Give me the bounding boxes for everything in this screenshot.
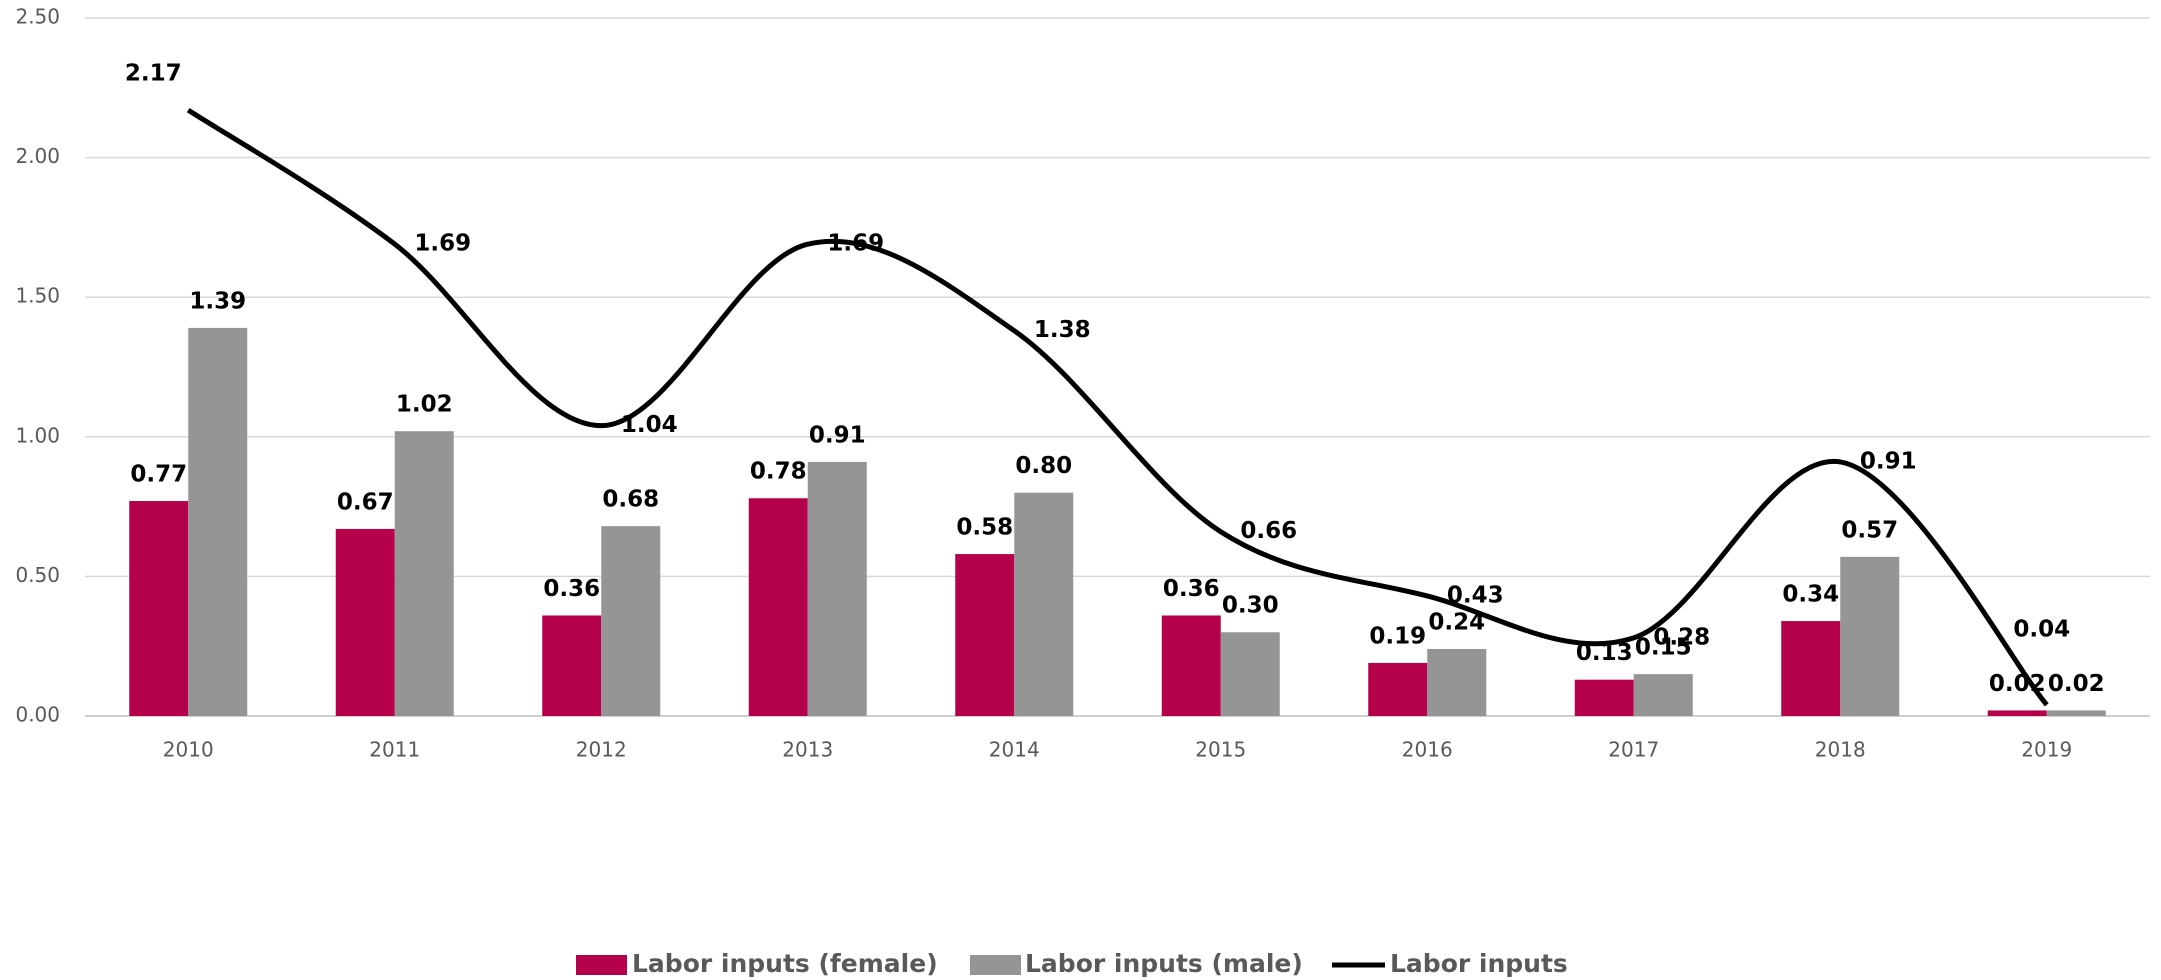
y-tick-label: 2.00 (15, 144, 60, 168)
bar (1781, 621, 1841, 716)
bar (542, 615, 602, 716)
bar (1574, 679, 1634, 716)
bar (394, 431, 454, 716)
data-label: 0.28 (1653, 624, 1710, 650)
data-label: 0.02 (2048, 671, 2105, 697)
data-label: 0.57 (1841, 517, 1898, 543)
bar (955, 554, 1015, 716)
x-tick-label: 2017 (1608, 738, 1659, 762)
bar (335, 528, 395, 716)
bar (807, 461, 867, 716)
x-tick-label: 2011 (369, 738, 420, 762)
bar (1014, 492, 1074, 716)
data-label: 1.39 (189, 288, 246, 314)
line (186, 108, 2049, 707)
data-label: 0.68 (602, 487, 659, 513)
legend-label: Labor inputs (female) (632, 949, 938, 978)
y-tick-label: 2.50 (15, 5, 60, 29)
x-tick-label: 2013 (782, 738, 833, 762)
data-label: 1.69 (827, 231, 884, 257)
data-label: 0.36 (1163, 576, 1220, 602)
data-label: 0.77 (130, 462, 187, 488)
data-label: 0.78 (750, 459, 807, 485)
legend-label: Labor inputs (male) (1025, 949, 1303, 978)
data-label: 1.02 (396, 392, 453, 418)
bar (1987, 710, 2047, 716)
bar (1161, 615, 1221, 716)
bar (129, 501, 189, 716)
bar (1368, 662, 1428, 716)
data-label: 2.17 (125, 61, 182, 87)
data-label: 1.38 (1034, 317, 1091, 343)
x-tick-label: 2010 (163, 738, 214, 762)
x-tick-label: 2018 (1815, 738, 1866, 762)
data-label: 0.15 (1635, 635, 1692, 661)
bar (1633, 674, 1693, 716)
legend-swatch (970, 955, 1021, 975)
data-label: 0.04 (2013, 616, 2070, 642)
bar (1427, 648, 1487, 716)
bar (2046, 710, 2106, 716)
data-label: 0.58 (956, 515, 1013, 541)
data-label: 0.19 (1369, 623, 1426, 649)
x-tick-label: 2014 (989, 738, 1040, 762)
bar (748, 498, 808, 716)
data-label: 1.04 (621, 412, 678, 438)
legend-swatch (576, 955, 627, 975)
bar (601, 526, 661, 716)
x-tick-label: 2016 (1402, 738, 1453, 762)
data-label: 0.43 (1447, 582, 1504, 608)
y-tick-label: 1.50 (15, 284, 60, 308)
x-tick-label: 2015 (1195, 738, 1246, 762)
y-tick-label: 0.00 (15, 703, 60, 727)
bar (1840, 556, 1900, 716)
x-tick-label: 2019 (2021, 738, 2072, 762)
data-label: 0.66 (1240, 518, 1297, 544)
bar (1220, 632, 1280, 716)
y-tick-label: 1.00 (15, 423, 60, 447)
data-label: 1.69 (414, 231, 471, 257)
x-tick-label: 2012 (576, 738, 627, 762)
bar (188, 327, 248, 716)
data-label: 0.34 (1782, 582, 1839, 608)
y-tick-label: 0.50 (15, 563, 60, 587)
data-label: 0.80 (1015, 453, 1072, 479)
data-label: 0.30 (1222, 593, 1279, 619)
data-label: 0.91 (809, 422, 866, 448)
data-label: 0.36 (543, 576, 600, 602)
data-label: 0.67 (337, 489, 394, 515)
legend-label: Labor inputs (1390, 949, 1568, 978)
data-label: 0.91 (1860, 448, 1917, 474)
